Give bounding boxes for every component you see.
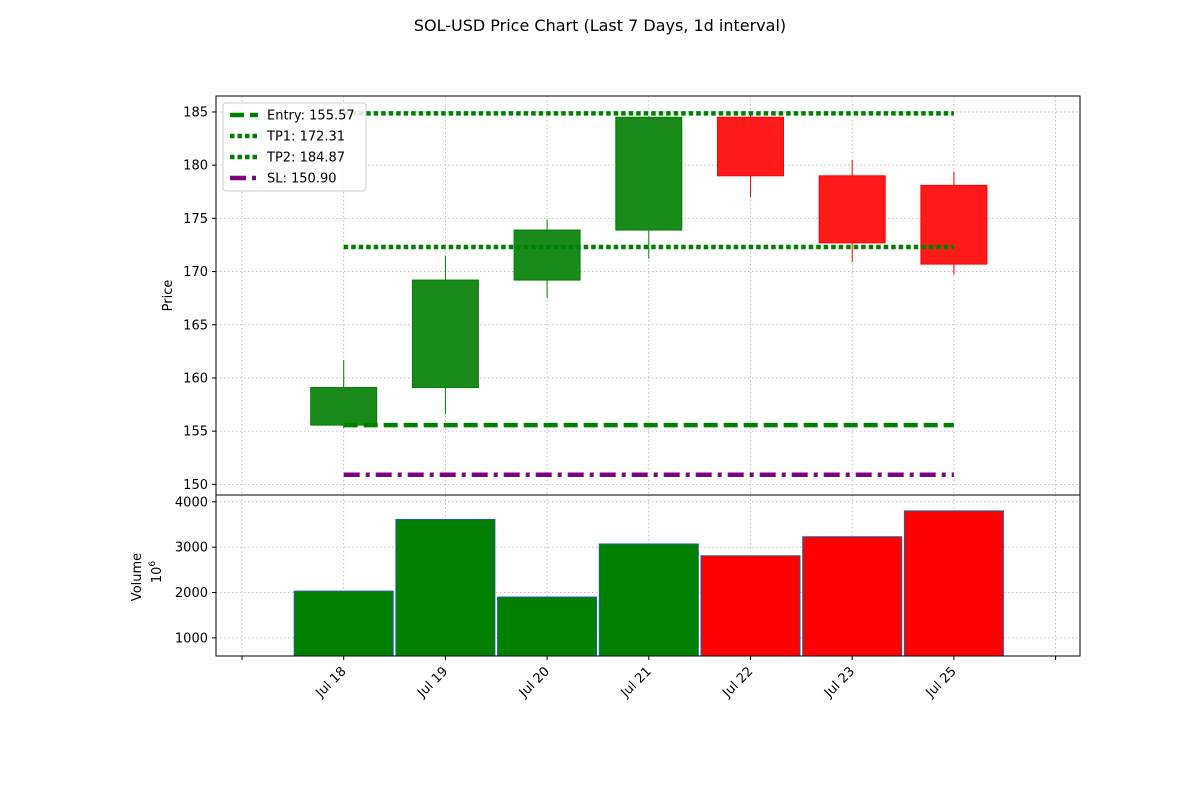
price-y-tick-label: 165 bbox=[183, 318, 208, 333]
candles bbox=[310, 115, 988, 428]
volume-bar bbox=[802, 536, 903, 657]
volume-y-tick-label: 1000 bbox=[175, 631, 208, 646]
candle-body bbox=[411, 279, 479, 389]
level-lines bbox=[343, 111, 954, 478]
price-y-ticks: 150 155 160 165 170 175 180 185 bbox=[183, 105, 216, 493]
volume-y-ticks: 1000 2000 3000 4000 bbox=[175, 495, 216, 646]
x-tick-label: Jul 19 bbox=[414, 664, 451, 701]
volume-bars bbox=[293, 510, 1004, 657]
legend-label: TP2: 184.87 bbox=[266, 151, 345, 166]
x-tick-label: Jul 20 bbox=[516, 664, 553, 701]
volume-y-tick-label: 4000 bbox=[175, 495, 208, 510]
legend: Entry: 155.57 TP1: 172.31 TP2: 184.87 SL: 1… bbox=[222, 102, 367, 192]
price-y-tick-label: 185 bbox=[183, 105, 208, 120]
candle-body bbox=[818, 175, 886, 244]
x-ticks: Jul 18 Jul 19 Jul 20 Jul 21 Jul 22 Jul 23 Jul … bbox=[241, 656, 1057, 701]
volume-bar bbox=[700, 555, 801, 657]
candle-body bbox=[717, 116, 784, 177]
price-y-tick-label: 180 bbox=[183, 159, 208, 174]
x-tick-label: Jul 22 bbox=[719, 664, 756, 701]
volume-bar bbox=[293, 590, 394, 657]
volume-y-tick-label: 3000 bbox=[175, 541, 208, 556]
x-tick-label: Jul 25 bbox=[923, 664, 960, 701]
price-y-tick-label: 175 bbox=[183, 212, 208, 227]
candle-body bbox=[513, 229, 581, 281]
volume-y-tick-label: 2000 bbox=[175, 586, 208, 601]
price-y-tick-label: 150 bbox=[183, 478, 208, 493]
legend-label: SL: 150.90 bbox=[267, 172, 337, 187]
volume-y-axis-multiplier: 106 bbox=[148, 561, 165, 584]
candle-body bbox=[615, 116, 683, 231]
candle-body bbox=[920, 184, 988, 265]
price-y-tick-label: 170 bbox=[183, 265, 208, 280]
candle-body bbox=[310, 387, 378, 426]
x-tick-label: Jul 23 bbox=[821, 664, 858, 701]
volume-y-axis-exponent: 6 bbox=[148, 561, 158, 567]
legend-box bbox=[222, 102, 367, 192]
legend-label: TP1: 172.31 bbox=[266, 130, 345, 145]
volume-bar bbox=[497, 596, 598, 657]
volume-bar bbox=[395, 518, 496, 657]
price-y-axis-label: Price bbox=[161, 280, 176, 312]
volume-y-axis-label: Volume bbox=[130, 553, 145, 601]
x-tick-label: Jul 21 bbox=[618, 664, 655, 701]
chart-title: SOL-USD Price Chart (Last 7 Days, 1d int… bbox=[414, 16, 786, 35]
legend-label: Entry: 155.57 bbox=[267, 109, 355, 124]
price-y-tick-label: 160 bbox=[183, 371, 208, 386]
volume-bar bbox=[903, 510, 1004, 657]
price-y-tick-label: 155 bbox=[183, 425, 208, 440]
volume-axes-frame bbox=[215, 494, 1081, 657]
x-tick-label: Jul 18 bbox=[313, 664, 350, 701]
volume-bar bbox=[598, 543, 699, 657]
